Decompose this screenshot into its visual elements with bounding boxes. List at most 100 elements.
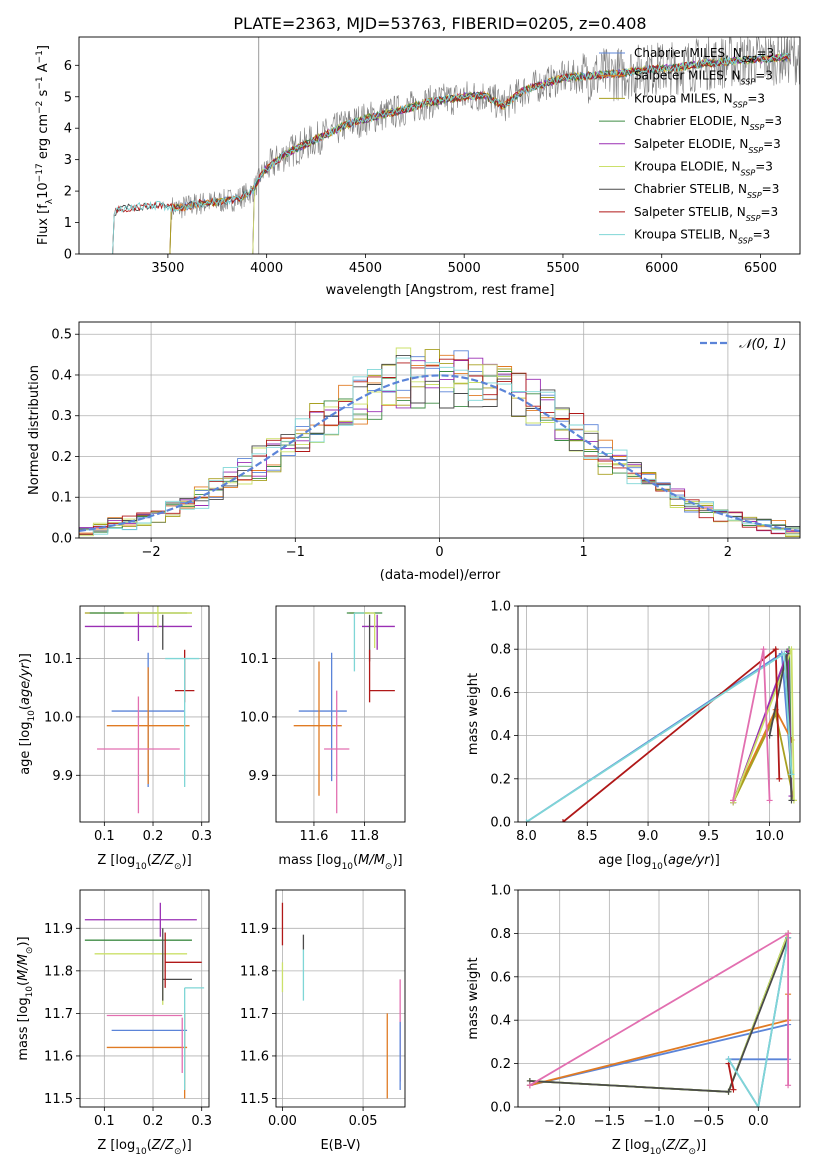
residuals-ytick-label: 0.0 [51,532,72,547]
spectrum-ylabel-part: 10 [36,182,51,199]
mass_weight_vs_Z-xlabel: Z [log10(Z/Z⊙)] [612,1138,706,1157]
figure-title: PLATE=2363, MJD=53763, FIBERID=0205, z=0… [233,14,646,33]
age_vs_Z-xlabel-part: ( [147,853,152,868]
mass_weight_vs_age-xtick-label: 9.0 [638,829,659,844]
mass_vs_EBV-xlabel-part: E(B-V) [320,1138,360,1153]
residuals-xtick-label: 1 [580,545,588,560]
mass_weight_vs_Z-xtick-label: −1.5 [594,1114,626,1129]
mass_vs_Z-ytick-label: 11.6 [44,1049,73,1064]
age_vs_Z-ytick-label: 9.9 [52,769,73,784]
mass_vs_Z-plot-area [84,902,205,1099]
mass_vs_Z-ytick-label: 11.7 [44,1007,73,1022]
legend-entry-suffix: =3 [760,205,778,219]
legend-entry: Chabrier ELODIE, NSSP=3 [634,114,782,132]
spectrum-ylabel-part: −1 [35,50,45,63]
mass_vs_Z-ylabel-part: ( [16,981,31,986]
legend-entry-label: Salpeter MILES, N [634,69,741,83]
legend-entry-sub: SSP [742,55,757,64]
mass_weight_vs_age-series-line [732,649,771,801]
mass_weight_vs_Z-axes: −2.0 −1.5 −1.0 −0.5 0.0 0.0 0.2 0.4 0.6 0.8 1.0 [490,884,800,1129]
mass_weight_vs_Z-plot-area [526,930,792,1107]
mass_weight_vs_age-ytick-label: 0.8 [490,643,511,658]
age_vs_mass-xlabel-part: M/M [358,853,385,868]
mass_weight_vs_Z-xlabel-part: 10 [650,1147,662,1157]
residuals-ytick-label: 0.2 [51,450,72,465]
mass_vs_Z-xlabel-part: Z [log [97,1138,135,1153]
age_vs_Z-frame [79,605,210,823]
age_vs_mass-ytick-label: 10.0 [240,710,269,725]
spectrum-model-line [112,54,790,254]
legend-entry-label: Salpeter STELIB, N [634,205,746,219]
mass_weight_vs_Z-xlabel-part: ( [661,1138,666,1153]
spectrum-ylabel-part: s [36,89,51,100]
legend-entry-label: Salpeter ELODIE, N [634,137,748,151]
mass_weight_vs_Z-xtick-label: −2.0 [544,1114,576,1129]
mass_weight_vs_Z-series-line [727,1063,735,1090]
mass_vs_Z-xtick-label: 0.3 [191,1114,212,1129]
legend-entry-suffix: =3 [762,182,780,196]
legend-entry-label: Chabrier STELIB, N [634,182,747,196]
mass_vs_EBV-xlabel: E(B-V) [320,1138,360,1153]
residuals-xtick-label: −2 [142,545,161,560]
age_vs_Z-xlabel-part: Z/Z [151,853,175,868]
mass_vs_Z-xlabel-part: )] [182,1138,192,1153]
mass_vs_Z-xtick-label: 0.1 [94,1114,115,1129]
mass_weight_vs_age-xlabel-part: age/yr [668,853,711,868]
age_vs_Z-axes: 0.1 0.2 0.3 9.9 10.0 10.1 [44,606,212,844]
mass_weight_vs_Z-series-line [727,937,789,1107]
spectrum-xtick-label: 6000 [645,261,678,276]
legend-entry: Kroupa STELIB, NSSP=3 [634,228,770,246]
mass_vs_EBV-ytick-label: 11.6 [240,1049,269,1064]
spectrum-ytick-label: 3 [64,153,72,168]
age_vs_mass-xlabel-part: )] [392,853,402,868]
spectrum-model-line [112,54,790,254]
spectrum-ytick-label: 0 [64,248,72,263]
mass_weight_vs_Z-marker [785,930,792,937]
age_vs_Z-xlabel-part: Z [log [97,853,135,868]
age_vs_Z-xlabel: Z [log10(Z/Z⊙)] [97,853,191,872]
legend-entry-label: Kroupa STELIB, N [634,228,738,242]
age_vs_Z-ylabel: age [log10(age/yr)] [18,653,37,775]
mass_weight_vs_age-ytick-label: 0.0 [490,816,511,831]
spectrum-ylabel-part: Flux [f [36,204,51,245]
residuals-normal-curve [79,374,800,532]
legend-entry: Salpeter ELODIE, NSSP=3 [634,137,781,155]
spectrum-ylabel-part: −17 [35,163,45,182]
legend-entry: Salpeter MILES, NSSP=3 [634,69,773,87]
mass_weight_vs_age-frame [517,605,801,823]
mass_vs_Z-ylabel: mass [log10(M/M⊙)] [16,936,35,1060]
mass_weight_vs_age-marker [772,646,779,653]
mass_weight_vs_Z-frame [517,889,801,1108]
mass_weight_vs_Z-marker [755,1104,762,1107]
age_vs_Z-plot-area [84,606,200,814]
residuals-axes: −2 −1 0 1 2 0.0 0.1 0.2 0.3 0.4 0.5 [51,322,800,560]
mass_vs_EBV-axes: 0.00 0.05 11.5 11.6 11.7 11.8 11.9 [240,890,405,1129]
mass_weight_vs_age-ytick-label: 0.4 [490,729,511,744]
mass_weight_vs_age-ylabel: mass weight [466,673,481,755]
mass_vs_EBV-frame [275,889,406,1108]
age_vs_mass-ytick-label: 9.9 [248,769,269,784]
legend-entry-suffix: =3 [756,46,774,60]
age_vs_mass-xlabel-part: ⊙ [385,862,393,872]
mass_vs_Z-xlabel-part: ( [147,1138,152,1153]
mass_weight_vs_Z-marker [526,1082,533,1089]
age_vs_Z-xlabel-part: )] [182,853,192,868]
legend-entry: Chabrier MILES, NSSP=3 [634,46,774,64]
mass_weight_vs_age-ytick-label: 1.0 [490,600,511,615]
mass_weight_vs_age-series-line [526,651,793,822]
age_vs_Z-xtick-label: 0.1 [94,829,115,844]
mass_vs_Z-ytick-label: 11.5 [44,1092,73,1107]
mass_weight_vs_Z-ytick-label: 0.2 [490,1057,511,1072]
mass_vs_Z-xtick-label: 0.2 [143,1114,164,1129]
spectrum-ylabel-part: ] [36,45,51,50]
residuals-plot-area [79,347,800,538]
age_vs_Z-xlabel-part: 10 [135,862,147,872]
mass_vs_EBV-ytick-label: 11.7 [240,1007,269,1022]
mass_weight_vs_age-marker [766,797,773,804]
spectrum-xtick-label: 3500 [151,261,184,276]
age_vs_Z-ylabel-part: ( [18,705,33,710]
mass_weight_vs_Z-ytick-label: 0.6 [490,970,511,985]
spectrum-axes: 3500 4000 4500 5000 5500 6000 6500 0 1 2 3 4 5 6 [64,59,777,276]
age_vs_Z-xlabel-part: ⊙ [174,862,182,872]
